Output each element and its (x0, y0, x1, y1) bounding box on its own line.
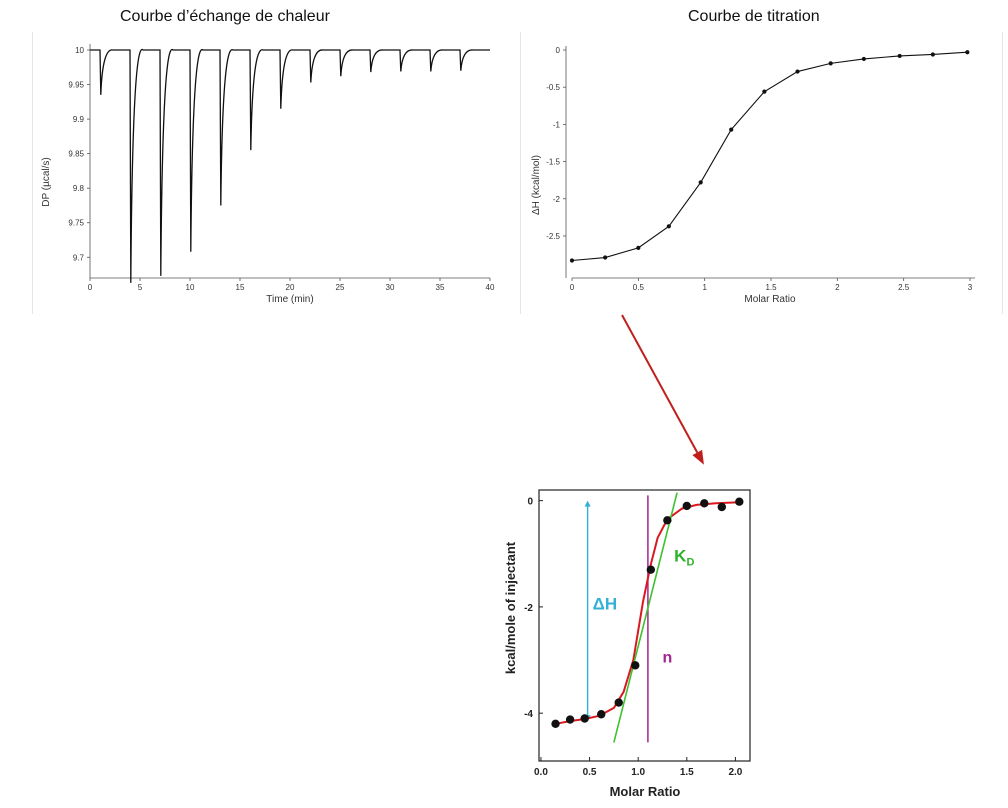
fit-data-point (682, 501, 691, 511)
fit-x-tick-label: 0.5 (583, 767, 597, 778)
fit-data-point (631, 661, 640, 670)
fit-data-point (580, 714, 589, 723)
titration-x-tick-label: 1 (702, 283, 707, 292)
titration-data-point (603, 255, 608, 260)
titration-x-tick-label: 2 (835, 283, 840, 292)
left-guide-line (32, 32, 33, 314)
right-guide-line (1002, 32, 1003, 314)
fit-data-point (565, 715, 575, 724)
kd-annotation-subscript: D (686, 557, 694, 569)
titration-data-point (698, 180, 703, 185)
fit-data-point (735, 497, 744, 506)
titration-data-point (897, 53, 902, 59)
heat-chart-title: Courbe d’échange de chaleur (120, 8, 330, 25)
fit-y-axis-label: kcal/mole of injectant (503, 541, 518, 674)
itc-fit-chart: kcal/mole of injectant Molar Ratio 0.0 0.… (503, 489, 751, 799)
heat-x-tick-label: 30 (386, 283, 395, 292)
heat-y-tick-label: 9.7 (73, 253, 85, 262)
fit-data-point (663, 516, 672, 525)
titration-x-tick-label: 3 (968, 283, 973, 292)
titration-y-tick-label: -1 (553, 120, 561, 129)
heat-y-tick-label: 9.95 (68, 81, 84, 90)
fit-data-point (717, 502, 727, 512)
titration-data-point (666, 224, 671, 229)
heat-x-tick-label: 15 (236, 283, 245, 292)
connector-arrow-head (692, 449, 704, 465)
fit-y-tick-label: 0 (527, 497, 533, 508)
fit-plot-frame (538, 489, 751, 762)
titration-curve-line (571, 51, 968, 262)
titration-y-tick-label: 0 (556, 46, 561, 55)
heat-exchange-chart: DP (µcal/s) Time (min) 0 5 10 15 20 25 30 35 40 9… (41, 44, 495, 305)
heat-y-tick-label: 9.8 (73, 184, 85, 193)
titration-data-point (795, 69, 800, 74)
titration-x-axis-label: Molar Ratio (744, 294, 796, 305)
titration-data-point (729, 127, 734, 132)
titration-x-tick-label: 1.5 (765, 283, 777, 292)
heat-x-tick-label: 5 (138, 283, 143, 292)
titration-y-axis-label: ΔH (kcal/mol) (531, 155, 542, 215)
heat-x-tick-label: 0 (88, 283, 93, 292)
kd-slope-line (613, 492, 678, 743)
fit-x-axis-label: Molar Ratio (610, 784, 681, 799)
kd-annotation-main: K (674, 547, 687, 566)
titration-y-tick-label: -1.5 (546, 158, 560, 167)
delta-h-arrow-head-top (584, 500, 591, 507)
titration-y-tick-label: -0.5 (546, 83, 560, 92)
fit-data-point (597, 710, 606, 719)
fit-x-tick-label: 0.0 (534, 767, 548, 778)
heat-x-tick-label: 40 (486, 283, 495, 292)
titration-data-point (762, 89, 767, 94)
heat-y-tick-label: 9.85 (68, 150, 84, 159)
titration-x-tick-label: 0.5 (633, 283, 645, 292)
fit-y-tick-label: -2 (524, 603, 533, 614)
connector-arrow (621, 314, 704, 465)
fit-x-tick-label: 1.0 (631, 767, 645, 778)
heat-y-axis-label: DP (µcal/s) (41, 157, 52, 206)
fit-data-point (700, 499, 709, 508)
fit-y-tick-label: -4 (524, 709, 533, 720)
titration-data-point (861, 56, 866, 62)
titration-data-point (930, 52, 935, 57)
heat-x-tick-label: 35 (436, 283, 445, 292)
heat-y-tick-label: 9.75 (68, 219, 84, 228)
titration-y-tick-label: -2 (553, 195, 561, 204)
titration-x-tick-label: 2.5 (898, 283, 910, 292)
heat-x-axis-label: Time (min) (266, 294, 313, 305)
kd-annotation: KD (674, 547, 694, 569)
middle-guide-line (520, 32, 521, 314)
heat-x-tick-label: 20 (286, 283, 295, 292)
fit-x-tick-label: 1.5 (680, 767, 694, 778)
fit-data-point (614, 698, 623, 707)
heat-y-tick-label: 10 (75, 46, 84, 55)
fit-data-point (646, 565, 656, 574)
titration-data-point (569, 258, 575, 263)
n-annotation: n (662, 650, 672, 667)
heat-x-tick-label: 25 (336, 283, 345, 292)
titration-data-point (965, 50, 970, 55)
fit-data-point (551, 719, 560, 729)
titration-chart: ΔH (kcal/mol) Molar Ratio 0 0.5 1 1.5 2 2.5 3 -… (531, 46, 975, 305)
titration-data-point (636, 245, 641, 250)
titration-data-point (828, 61, 833, 66)
titration-chart-title: Courbe de titration (688, 8, 820, 25)
heat-trace-line (90, 48, 490, 283)
titration-y-tick-label: -2.5 (546, 232, 560, 241)
heat-x-tick-label: 10 (186, 283, 195, 292)
connector-arrow-line (621, 314, 699, 453)
titration-x-tick-label: 0 (570, 283, 575, 292)
fit-x-tick-label: 2.0 (728, 767, 742, 778)
fit-curve-line (555, 501, 740, 725)
delta-h-annotation: ΔH (593, 595, 618, 614)
heat-y-tick-label: 9.9 (73, 115, 85, 124)
